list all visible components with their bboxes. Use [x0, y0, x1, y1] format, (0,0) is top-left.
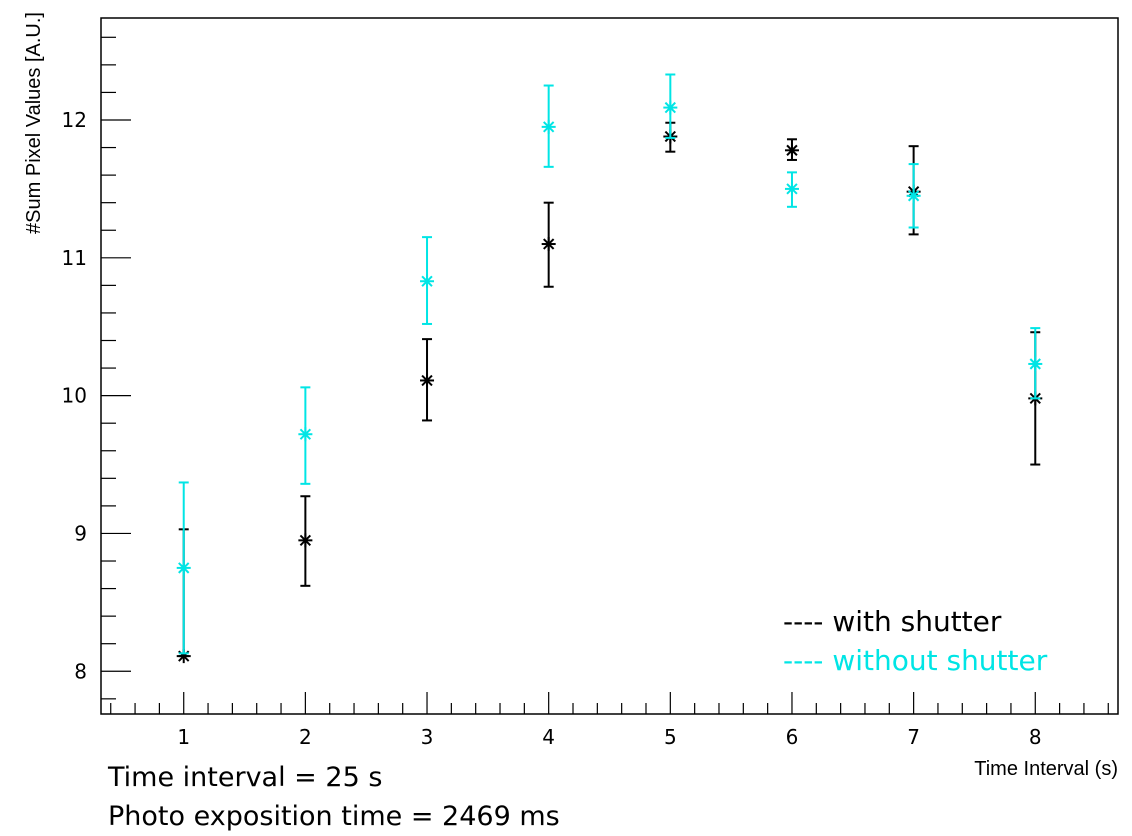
- data-point: [420, 274, 435, 289]
- data-point: [541, 119, 556, 134]
- x-tick-label: 4: [542, 725, 555, 749]
- y-tick-label: 12: [62, 108, 87, 132]
- data-point-stroke: [664, 101, 676, 114]
- data-point: [298, 427, 313, 442]
- data-point-stroke: [907, 190, 920, 202]
- data-point: [298, 533, 313, 548]
- x-tick-label: 7: [907, 725, 920, 749]
- x-tick-label: 5: [664, 725, 677, 749]
- data-point: [784, 181, 799, 196]
- series-without-shutter: [176, 73, 1043, 655]
- legend-entry-without-shutter: ---- without shutter: [783, 644, 1048, 677]
- plot-frame: [100, 17, 1119, 715]
- x-tick-label: 2: [299, 725, 312, 749]
- x-axis-title: Time Interval (s): [974, 758, 1118, 780]
- legend: ---- with shutter ---- without shutter: [783, 605, 1048, 677]
- data-point-stroke: [543, 238, 555, 250]
- x-tick-label: 3: [421, 725, 434, 749]
- data-point: [1028, 356, 1043, 371]
- y-tick-label: 10: [62, 384, 87, 408]
- y-tick-label: 8: [74, 659, 87, 683]
- x-tick-label: 1: [177, 725, 190, 749]
- data-point: [663, 100, 678, 115]
- legend-entry-with-shutter: ---- with shutter: [783, 605, 1002, 638]
- data-point-stroke: [421, 374, 433, 387]
- data-series: [176, 73, 1043, 664]
- data-point: [176, 560, 191, 575]
- data-point-stroke: [1029, 358, 1041, 370]
- data-point-stroke: [421, 275, 433, 287]
- annotation-time-interval: Time interval = 25 s: [107, 762, 382, 793]
- y-tick-label: 9: [74, 521, 87, 545]
- x-tick-label: 6: [786, 725, 799, 749]
- data-point: [906, 188, 921, 203]
- annotation-exposition-time: Photo exposition time = 2469 ms: [108, 801, 560, 832]
- x-tick-label: 8: [1029, 725, 1042, 749]
- axes: [100, 17, 1119, 715]
- data-point-stroke: [543, 121, 555, 133]
- y-tick-label: 11: [62, 246, 87, 270]
- data-point-stroke: [786, 183, 798, 195]
- data-point-stroke: [299, 534, 312, 547]
- data-point-stroke: [786, 144, 798, 156]
- data-point-stroke: [299, 428, 312, 440]
- data-point-stroke: [178, 562, 190, 574]
- data-point: [541, 237, 556, 252]
- y-axis-title: #Sum Pixel Values [A.U.]: [23, 12, 45, 234]
- data-point: [420, 373, 435, 388]
- data-point: [784, 143, 799, 158]
